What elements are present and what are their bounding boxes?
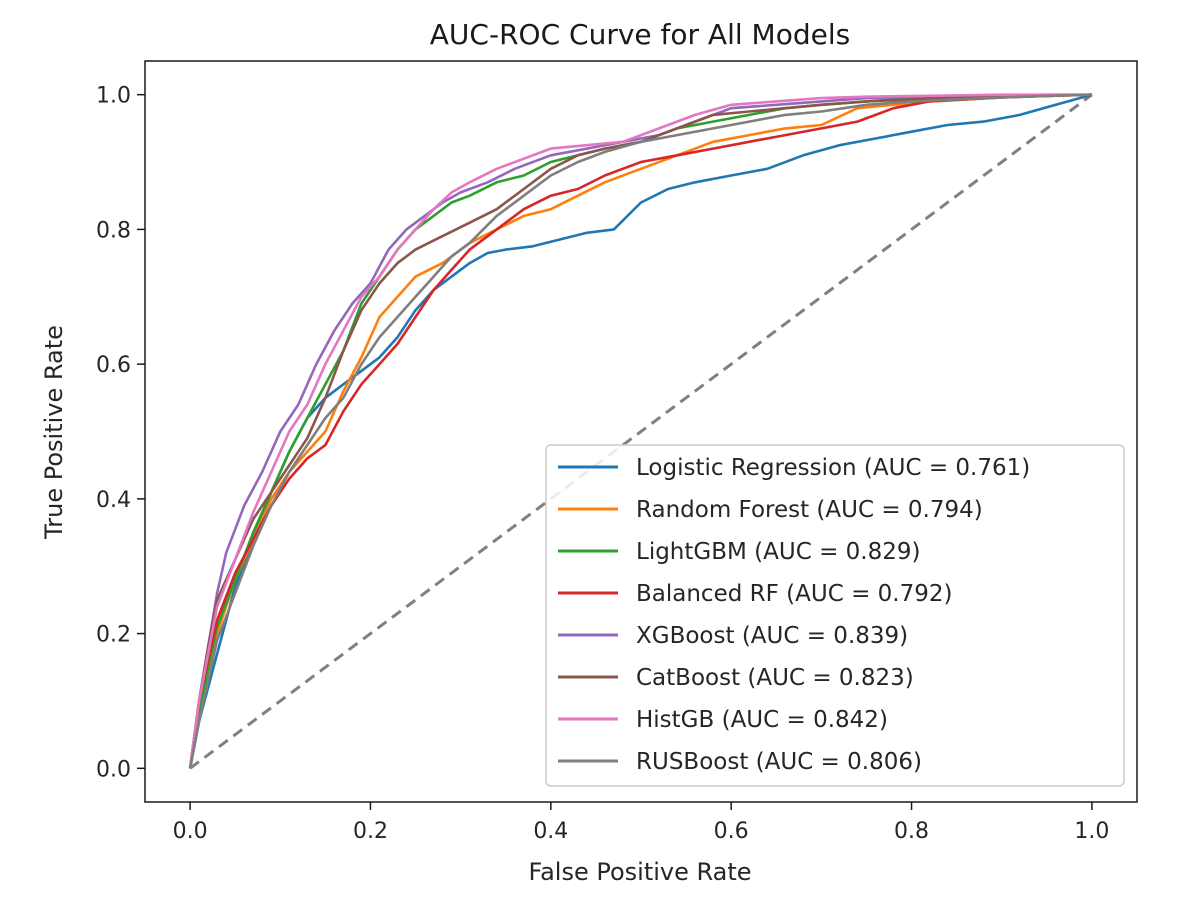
ticks-layer: 0.0 0.2 0.4 0.6 0.8 1.0 0.0 0.2 0.4 0.6 0.8 1.0 — [96, 84, 1109, 844]
y-tick-label: 0.6 — [96, 353, 131, 378]
y-tick-label: 0.2 — [96, 623, 131, 648]
legend-label: Balanced RF (AUC = 0.792) — [636, 581, 952, 607]
series-line-8 — [188, 93, 1092, 769]
x-tick-label: 1.0 — [1074, 819, 1109, 844]
x-tick-label: 0.2 — [353, 819, 388, 844]
x-tick-label: 0.8 — [894, 819, 929, 844]
x-tick-label: 0.6 — [714, 819, 749, 844]
legend-label: RUSBoost (AUC = 0.806) — [636, 749, 922, 775]
y-tick-label: 0.0 — [96, 757, 131, 782]
chance-diagonal-line — [189, 93, 1093, 770]
legend-label: CatBoost (AUC = 0.823) — [636, 665, 914, 691]
x-tick-label: 0.0 — [173, 819, 208, 844]
legend-label: XGBoost (AUC = 0.839) — [636, 623, 908, 649]
chart-title: AUC-ROC Curve for All Models — [430, 18, 850, 51]
axes-frame — [144, 60, 1138, 803]
x-tick-label: 0.4 — [533, 819, 568, 844]
legend-label: HistGB (AUC = 0.842) — [636, 707, 888, 733]
legend-box — [545, 444, 1125, 787]
x-axis-label: False Positive Rate — [528, 858, 751, 886]
series-line-6 — [188, 93, 1092, 769]
legend-label: Logistic Regression (AUC = 0.761) — [636, 455, 1030, 481]
y-axis-label: True Positive Rate — [40, 325, 68, 540]
series-line-5 — [188, 93, 1092, 769]
y-tick-label: 0.4 — [96, 488, 131, 513]
legend-label: LightGBM (AUC = 0.829) — [636, 539, 920, 565]
legend: Logistic Regression (AUC = 0.761) Random … — [545, 444, 1125, 787]
legend-label: Random Forest (AUC = 0.794) — [636, 497, 983, 523]
y-tick-label: 0.8 — [96, 218, 131, 243]
y-tick-label: 1.0 — [96, 84, 131, 109]
series-line-7 — [188, 93, 1092, 769]
series-layer — [188, 93, 1093, 770]
